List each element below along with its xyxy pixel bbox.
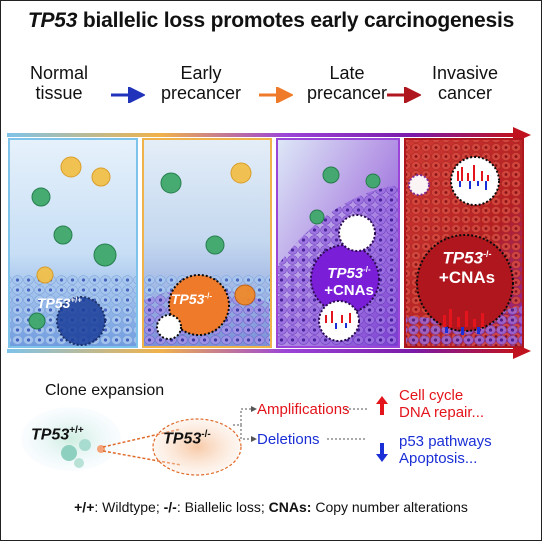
amplifications-label: Amplifications — [257, 401, 350, 418]
stage-label-early: Early precancer — [160, 63, 242, 103]
amplification-effects: Cell cycle DNA repair... — [399, 387, 485, 421]
stage-label-invasive: Invasive cancer — [431, 63, 499, 103]
branch-arrows — [233, 406, 367, 442]
clone-expansion-title: Clone expansion — [45, 382, 165, 399]
panel-label-early: TP53-/- — [171, 291, 213, 307]
down-arrow-icon — [376, 443, 388, 462]
panel-label-late: TP53-/- +CNAs — [324, 265, 374, 299]
clone-wt-label: TP53+/+ — [31, 425, 84, 444]
deletions-label: Deletions — [257, 431, 320, 448]
figure-title: TP53 biallelic loss promotes early carci… — [27, 9, 515, 32]
panel-label-invasive: TP53-/- +CNAs — [438, 248, 496, 287]
arrow-icon-late-invasive — [387, 87, 421, 103]
arrow-icon-normal-early — [111, 87, 145, 103]
up-arrow-icon — [376, 396, 388, 415]
legend-footer: +/+: Wildtype; -/-: Biallelic loss; CNAs… — [74, 499, 468, 515]
clone-expansion-diagram — [21, 407, 242, 476]
clone-mut-label: TP53-/- — [163, 429, 211, 448]
panel-label-normal: TP53+/+ — [37, 295, 83, 311]
arrow-icon-early-late — [259, 87, 293, 103]
stage-label-normal: Normal tissue — [29, 63, 88, 103]
tissue-progression-panels: TP53+/+ TP53-/- TP53-/-+CNAs TP53-/-+CNA… — [7, 127, 531, 359]
deletion-effects: p53 pathways Apoptosis... — [399, 433, 492, 467]
stage-label-late: Late precancer — [306, 63, 388, 103]
